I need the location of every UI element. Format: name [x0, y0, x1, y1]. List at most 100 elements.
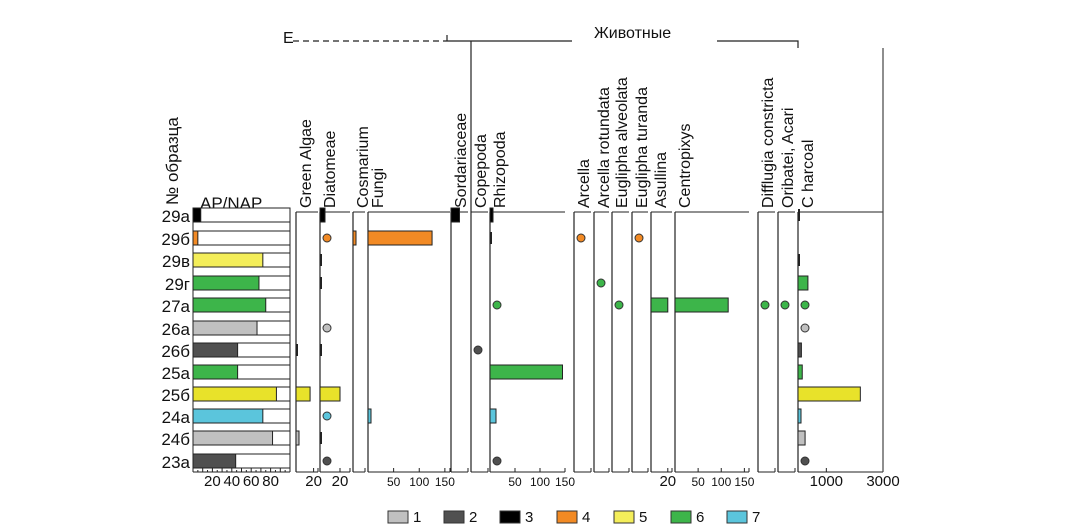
ap-nap-bar: [192, 230, 199, 246]
data-dot: [800, 456, 810, 466]
ap-nap-bar: [192, 320, 258, 336]
legend-swatch: [726, 510, 748, 524]
data-bar: [295, 386, 311, 402]
column-tick-label: 20: [305, 473, 322, 490]
sample-label: 23а: [162, 453, 191, 472]
data-bar: [489, 207, 494, 223]
sample-label: 29г: [165, 275, 190, 294]
data-dot: [800, 323, 810, 333]
data-bar: [319, 207, 326, 223]
group-header-animals: Животные: [594, 25, 671, 42]
data-dot: [492, 300, 502, 310]
data-dot: [322, 323, 332, 333]
data-dot: [614, 300, 624, 310]
data-bar: [797, 342, 802, 358]
legend-label: 5: [639, 509, 647, 526]
data-bar: [319, 386, 341, 402]
data-bar: [797, 408, 802, 424]
data-bar: [797, 364, 803, 380]
column-tick-label: 20: [659, 473, 676, 490]
column-difflugia-constricta: Difflugia constricta: [757, 77, 777, 473]
legend-swatch: [387, 510, 409, 524]
column-label: Centropixys: [677, 124, 694, 208]
column-label: Cosmarium: [355, 126, 372, 208]
data-bar: [295, 430, 300, 446]
column-tick-label: 50: [387, 475, 401, 489]
column-label: C harcoal: [800, 140, 817, 208]
sample-label: 26б: [161, 342, 190, 361]
legend: 1 2 3 4 5 6 7: [387, 509, 760, 526]
legend-item: 3: [499, 509, 533, 526]
data-dot: [473, 345, 483, 355]
ap-nap-bar: [192, 430, 274, 446]
legend-label: 4: [582, 509, 590, 526]
data-bar: [797, 386, 861, 402]
ap-nap-bar: [192, 364, 239, 380]
ap-nap-tick-label: 60: [243, 473, 260, 490]
data-dot: [634, 233, 644, 243]
data-bar: [489, 408, 497, 424]
column-rhizopoda: Rhizopoda 50 100 150: [489, 131, 575, 489]
data-dot: [780, 300, 790, 310]
column-tick-label: 150: [555, 475, 575, 489]
legend-item: 6: [670, 509, 704, 526]
data-trace: [320, 254, 322, 266]
legend-item: 5: [613, 509, 647, 526]
legend-label: 2: [469, 509, 477, 526]
column-sordariaceae: Sordariaceae: [450, 113, 470, 473]
column-label: Euglipha alveolata: [614, 77, 631, 208]
column-tick-label: 50: [508, 475, 522, 489]
column-copepoda: Copepoda: [470, 134, 490, 473]
data-bar: [367, 230, 433, 246]
column-charcoal: C harcoal 1000 3000: [797, 140, 900, 490]
column-tick-label: 20: [332, 473, 349, 490]
legend-label: 6: [696, 509, 704, 526]
ap-nap-bar: [192, 275, 260, 291]
column-tick-label: 150: [734, 475, 754, 489]
data-trace: [320, 277, 322, 289]
data-bar: [797, 275, 809, 291]
sample-labels: 29а 29б 29в 29г 27а 26а 26б 25а 25б 24а 24б 23а: [161, 207, 190, 472]
column-green-algae: Green Algae 20: [295, 119, 322, 490]
column-fungi: Fungi 50 100 150: [367, 168, 455, 489]
data-dot: [800, 300, 810, 310]
data-trace: [296, 344, 298, 356]
legend-label: 7: [752, 509, 760, 526]
ap-nap-tick-label: 40: [223, 473, 240, 490]
data-dot: [322, 456, 332, 466]
ap-nap-bar: [192, 252, 264, 268]
data-bar: [367, 408, 372, 424]
ap-nap-bar: [192, 207, 202, 223]
column-tick-label: 50: [691, 475, 705, 489]
sample-label: 29а: [162, 207, 191, 226]
sample-label: 29в: [162, 252, 190, 271]
legend-label: 3: [525, 509, 533, 526]
legend-swatch: [613, 510, 635, 524]
legend-item: 1: [387, 509, 421, 526]
sample-label: 24б: [161, 430, 190, 449]
sample-label: 25б: [161, 386, 190, 405]
data-trace: [798, 209, 800, 221]
column-label: Green Algae: [298, 119, 315, 208]
ap-nap-tick-label: 20: [204, 473, 221, 490]
data-bar: [489, 364, 563, 380]
ap-nap-frame: [192, 230, 291, 246]
column-tick-label: 100: [530, 475, 550, 489]
data-trace: [798, 254, 800, 266]
column-centropixys: Centropixys 50 100 150: [674, 124, 755, 489]
data-trace: [490, 232, 492, 244]
data-dot: [596, 278, 606, 288]
group-header-plants: E: [283, 30, 294, 47]
column-arcella-rotundata: Arcella rotundata: [593, 87, 613, 473]
column-tick-label: 100: [711, 475, 731, 489]
data-dot: [492, 456, 502, 466]
data-dot: [322, 411, 332, 421]
column-label: Asullina: [653, 152, 670, 208]
sample-label: 24а: [162, 408, 191, 427]
y-axis-label: № образца: [163, 117, 182, 205]
column-tick-label: 1000: [810, 473, 843, 490]
ap-nap-bar: [192, 342, 239, 358]
